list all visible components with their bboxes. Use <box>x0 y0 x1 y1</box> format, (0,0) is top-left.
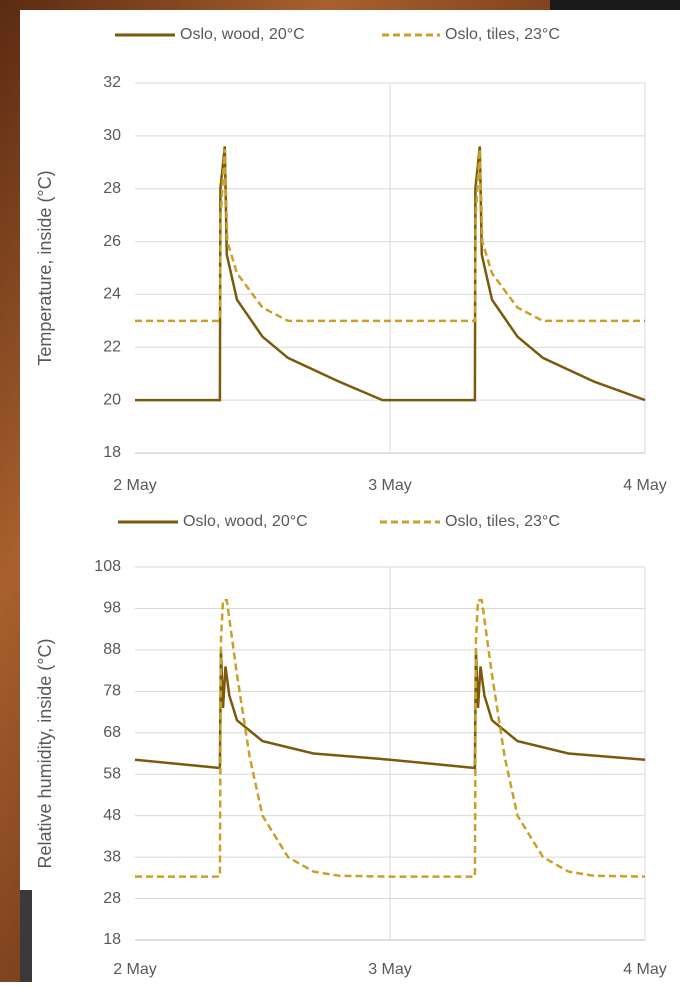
y-axis-label: Relative humidity, inside (°C) <box>35 639 55 869</box>
data-line <box>135 598 646 878</box>
x-tick-label: 2 May <box>113 961 157 978</box>
y-tick-label: 18 <box>103 931 121 948</box>
legend-label: Oslo, tiles, 23°C <box>445 26 560 43</box>
legend-label: Oslo, tiles, 23°C <box>445 513 560 530</box>
x-tick-label: 4 May <box>623 477 667 494</box>
legend-label: Oslo, wood, 20°C <box>183 513 308 530</box>
side-bar <box>20 890 32 982</box>
chart-panel <box>20 10 680 982</box>
y-tick-label: 38 <box>103 848 121 865</box>
x-tick-label: 2 May <box>113 477 157 494</box>
data-line <box>134 649 646 770</box>
y-tick-label: 18 <box>103 444 121 461</box>
y-tick-label: 98 <box>103 600 121 617</box>
x-tick-label: 4 May <box>623 961 667 978</box>
data-line <box>135 149 645 323</box>
x-tick-label: 3 May <box>368 477 412 494</box>
data-line <box>135 146 646 402</box>
y-tick-label: 20 <box>103 391 121 408</box>
y-tick-label: 58 <box>103 765 121 782</box>
y-tick-label: 78 <box>103 683 121 700</box>
y-tick-label: 32 <box>103 74 121 91</box>
y-tick-label: 48 <box>103 807 121 824</box>
y-tick-label: 28 <box>103 890 121 907</box>
y-axis-label: Temperature, inside (°C) <box>35 170 55 365</box>
y-tick-label: 26 <box>103 233 121 250</box>
y-tick-label: 24 <box>103 286 121 303</box>
y-tick-label: 30 <box>103 127 121 144</box>
y-tick-label: 22 <box>103 339 121 356</box>
y-tick-label: 28 <box>103 180 121 197</box>
x-tick-label: 3 May <box>368 961 412 978</box>
legend-label: Oslo, wood, 20°C <box>180 26 305 43</box>
y-tick-label: 88 <box>103 641 121 658</box>
y-tick-label: 68 <box>103 724 121 741</box>
y-tick-label: 108 <box>94 558 121 575</box>
